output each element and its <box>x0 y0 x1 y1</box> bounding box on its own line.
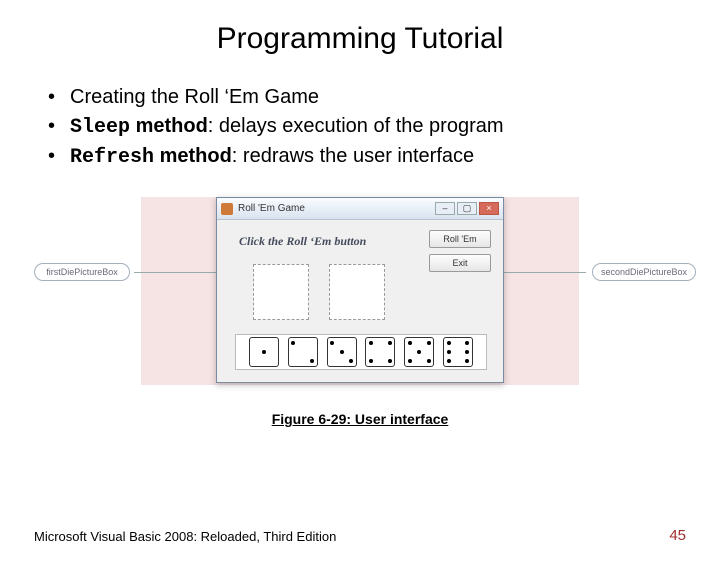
footer-text: Microsoft Visual Basic 2008: Reloaded, T… <box>34 529 336 544</box>
titlebar: Roll 'Em Game – ▢ × <box>217 198 503 220</box>
callout-left: firstDiePictureBox <box>34 263 130 281</box>
die-face-3 <box>327 337 357 367</box>
roll-em-button[interactable]: Roll 'Em <box>429 230 491 248</box>
exit-button[interactable]: Exit <box>429 254 491 272</box>
app-icon <box>221 203 233 215</box>
die-face-1 <box>249 337 279 367</box>
app-body: Click the Roll ‘Em button Roll 'Em Exit <box>217 220 503 382</box>
minimize-button[interactable]: – <box>435 202 455 215</box>
callout-right: secondDiePictureBox <box>592 263 696 281</box>
maximize-button[interactable]: ▢ <box>457 202 477 215</box>
bullet-2-bold: method <box>130 115 208 137</box>
bullet-2: Sleep method: delays execution of the pr… <box>48 113 720 141</box>
bullet-2-code: Sleep <box>70 116 130 139</box>
window-title: Roll 'Em Game <box>238 203 305 214</box>
die-face-4 <box>365 337 395 367</box>
bullet-3-bold: method <box>154 145 232 167</box>
app-window: Roll 'Em Game – ▢ × Click the Roll ‘Em b… <box>216 197 504 383</box>
bullet-1: Creating the Roll ‘Em Game <box>48 84 720 111</box>
bullet-3: Refresh method: redraws the user interfa… <box>48 143 720 171</box>
bullet-3-code: Refresh <box>70 146 154 169</box>
first-die-picturebox <box>253 264 309 320</box>
slide-title: Programming Tutorial <box>0 22 720 56</box>
bullet-list: Creating the Roll ‘Em Game Sleep method:… <box>48 84 720 171</box>
die-face-2 <box>288 337 318 367</box>
figure: firstDiePictureBox secondDiePictureBox R… <box>80 187 640 407</box>
die-face-5 <box>404 337 434 367</box>
dice-row <box>235 334 487 370</box>
second-die-picturebox <box>329 264 385 320</box>
close-button[interactable]: × <box>479 202 499 215</box>
figure-caption: Figure 6-29: User interface <box>0 411 720 427</box>
page-number: 45 <box>669 527 686 544</box>
bullet-3-rest: : redraws the user interface <box>232 145 474 167</box>
bullet-2-rest: : delays execution of the program <box>208 115 504 137</box>
die-face-6 <box>443 337 473 367</box>
